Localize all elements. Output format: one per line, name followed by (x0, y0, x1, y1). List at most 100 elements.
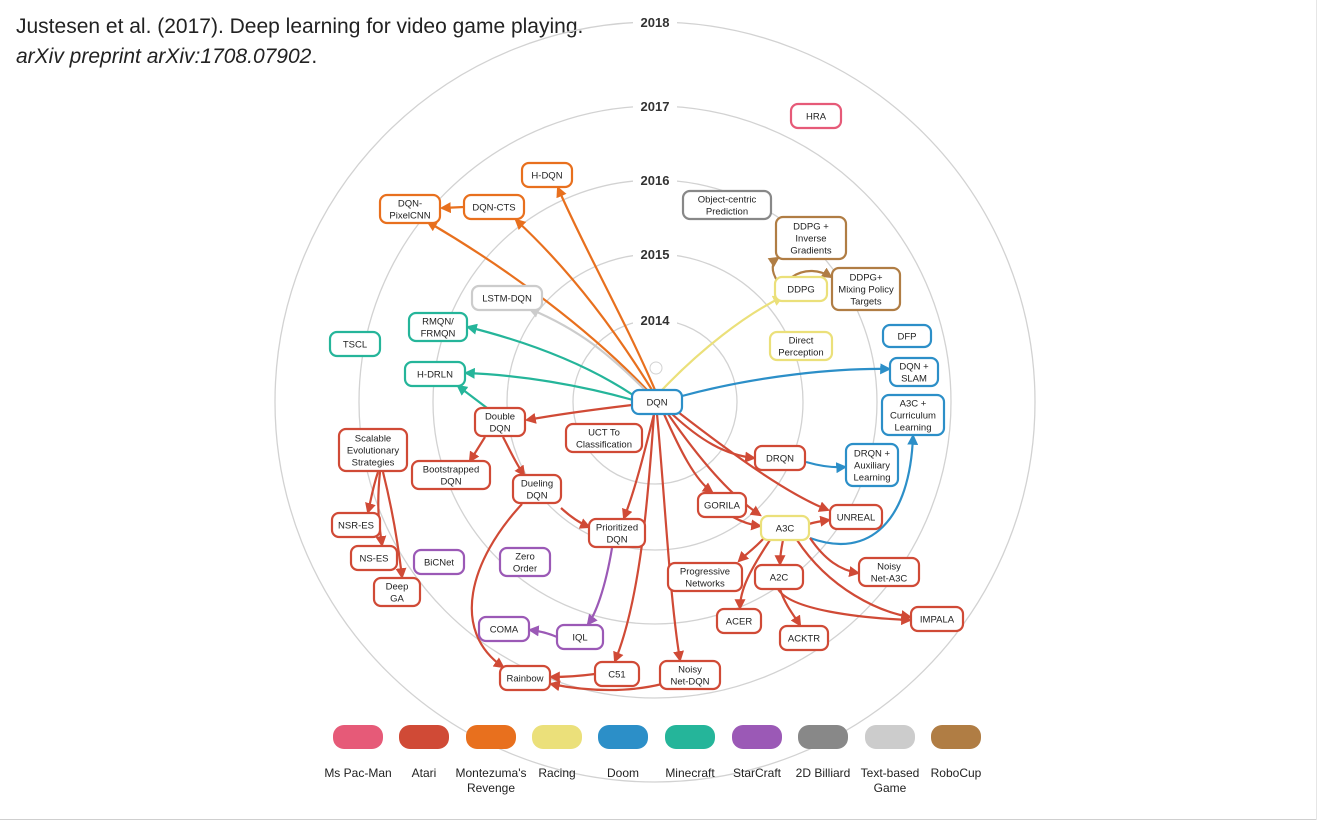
legend-item: 2D Billiard (796, 725, 850, 780)
bottom-divider (0, 819, 1317, 820)
node-box-ddpg (773, 275, 829, 303)
node-box-rainbow (498, 664, 552, 692)
legend-label: StarCraft (733, 766, 782, 780)
node-unreal: UNREAL (828, 503, 884, 531)
node-box-drqn-aux (844, 442, 900, 488)
edge-double-dqn-to-h-drln (456, 384, 488, 409)
node-label-a3c-curriculum: Learning (895, 423, 932, 434)
node-box-direct-perception (768, 330, 834, 362)
node-box-acer (715, 607, 763, 635)
node-box-nsr-es (330, 511, 382, 539)
node-h-dqn: H-DQN (520, 161, 574, 189)
legend-swatch (399, 725, 449, 749)
edge-iql-to-coma (527, 625, 558, 639)
node-box-dqn-pixelcnn (378, 193, 442, 225)
node-label-rmqn: FRMQN (421, 329, 456, 340)
legend-label: Montezuma's (456, 766, 527, 780)
edge-a3c-to-a2c (774, 539, 786, 567)
node-dqn-pixelcnn: DQN-PixelCNN (378, 193, 442, 225)
edge-prioritized-to-iql (586, 547, 614, 626)
node-label-ns-es: NS-ES (359, 554, 388, 565)
node-label-nsr-es: NSR-ES (338, 521, 374, 532)
node-label-dqn: DQN (646, 398, 667, 409)
node-box-h-drln (403, 360, 467, 388)
node-label-a3c-curriculum: Curriculum (890, 411, 936, 422)
node-dqn-cts: DQN-CTS (462, 193, 526, 221)
node-box-impala (909, 605, 965, 633)
node-acktr: ACKTR (778, 624, 830, 652)
node-rmqn: RMQN/FRMQN (407, 311, 469, 343)
node-label-bicnet: BiCNet (424, 558, 454, 569)
legend-swatch (865, 725, 915, 749)
node-box-a2c (753, 563, 805, 591)
edge-dqn-to-gorila (662, 413, 714, 494)
node-box-bicnet (412, 548, 466, 576)
citation-period: . (311, 45, 318, 68)
edge-dqn-to-drqn (671, 413, 757, 463)
node-box-dueling (511, 473, 563, 505)
node-label-ddpg-inverse: Inverse (795, 234, 826, 245)
node-label-object-centric: Object-centric (698, 195, 757, 206)
node-label-prioritized: DQN (606, 535, 627, 546)
node-label-dqn-pixelcnn: DQN- (398, 199, 422, 210)
node-box-zero-order (498, 546, 552, 578)
node-box-dfp (881, 323, 933, 349)
node-dqn: DQN (630, 388, 684, 416)
legend-item: Ms Pac-Man (324, 725, 392, 780)
node-ddpg: DDPG (773, 275, 829, 303)
edge-dqn-to-ddpg (661, 295, 784, 391)
year-label-bg (633, 246, 677, 262)
node-label-ddpg-mixing: Targets (850, 297, 881, 308)
node-box-dqn (630, 388, 684, 416)
edges (365, 185, 919, 692)
ring-center-marker (649, 361, 663, 375)
node-label-a3c-curriculum: A3C + (900, 399, 927, 410)
nodes: DQN HRA H-DQN DQN-CTS DQN-PixelCNN Object-cen… (328, 102, 965, 692)
node-label-bootstrapped: Bootstrapped (423, 465, 480, 476)
edge-dqn-to-noisy-dqn (655, 413, 684, 663)
node-label-unreal: UNREAL (837, 513, 876, 524)
node-box-drqn (753, 444, 807, 472)
legend-swatch (466, 725, 516, 749)
node-label-impala: IMPALA (920, 615, 955, 626)
legend-swatch (798, 725, 848, 749)
node-dqn-slam: DQN +SLAM (888, 356, 940, 388)
edge-a3c-to-acer (734, 539, 771, 611)
node-label-scalable-es: Scalable (355, 434, 391, 445)
node-box-dqn-slam (888, 356, 940, 388)
legend-item: RoboCup (931, 725, 982, 780)
node-box-ddpg-inverse (774, 215, 848, 261)
node-box-object-centric (681, 189, 773, 221)
node-label-progressive: Progressive (680, 567, 730, 578)
node-box-coma (477, 615, 531, 643)
node-dfp: DFP (881, 323, 933, 349)
node-c51: C51 (593, 660, 641, 688)
node-label-direct-perception: Direct (789, 336, 814, 347)
edge-dueling-to-rainbow (470, 503, 523, 669)
edge-dueling-to-prioritized (560, 507, 592, 529)
node-box-a3c (759, 514, 811, 542)
node-gorila: GORILA (696, 491, 748, 519)
legend-label: Racing (538, 766, 575, 780)
edge-scalable-es-to-deep-ga (381, 471, 407, 580)
node-label-scalable-es: Evolutionary (347, 446, 400, 457)
edge-dqn-to-dqn-slam (681, 363, 892, 398)
legend-item: Doom (598, 725, 648, 780)
edge-c51-to-rainbow (548, 671, 596, 683)
node-label-double-dqn: Double (485, 412, 515, 423)
node-label-dqn-pixelcnn: PixelCNN (389, 211, 430, 222)
edge-dqn-to-rmqn (465, 323, 634, 396)
node-label-deep-ga: Deep (386, 582, 409, 593)
year-label-2016: 2016 (641, 173, 670, 188)
node-impala: IMPALA (909, 605, 965, 633)
node-box-ns-es (349, 544, 399, 572)
